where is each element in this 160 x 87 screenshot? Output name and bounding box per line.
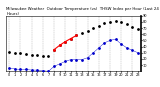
Text: Milwaukee Weather  Outdoor Temperature (vs)  THSW Index per Hour (Last 24 Hours): Milwaukee Weather Outdoor Temperature (v… bbox=[6, 7, 159, 16]
